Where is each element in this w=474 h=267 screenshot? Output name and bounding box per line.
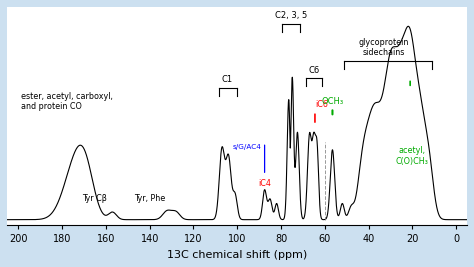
Text: iC4: iC4 (258, 179, 271, 188)
Text: s/G/AC4: s/G/AC4 (232, 144, 261, 150)
Text: C1: C1 (222, 75, 233, 84)
Text: ester, acetyl, carboxyl,
and protein CO: ester, acetyl, carboxyl, and protein CO (20, 92, 112, 111)
X-axis label: 13C chemical shift (ppm): 13C chemical shift (ppm) (167, 250, 307, 260)
Text: iC6: iC6 (315, 100, 328, 109)
Text: glycoprotein
sidechains: glycoprotein sidechains (359, 38, 409, 57)
Text: C2, 3, 5: C2, 3, 5 (275, 11, 307, 21)
Text: Tyr Cβ: Tyr Cβ (82, 194, 108, 203)
Text: acetyl,
C(O)CH₃: acetyl, C(O)CH₃ (396, 146, 429, 166)
Text: C6: C6 (308, 66, 319, 75)
Text: Tyr, Phe: Tyr, Phe (134, 194, 165, 203)
Text: OCH₃: OCH₃ (321, 97, 344, 105)
